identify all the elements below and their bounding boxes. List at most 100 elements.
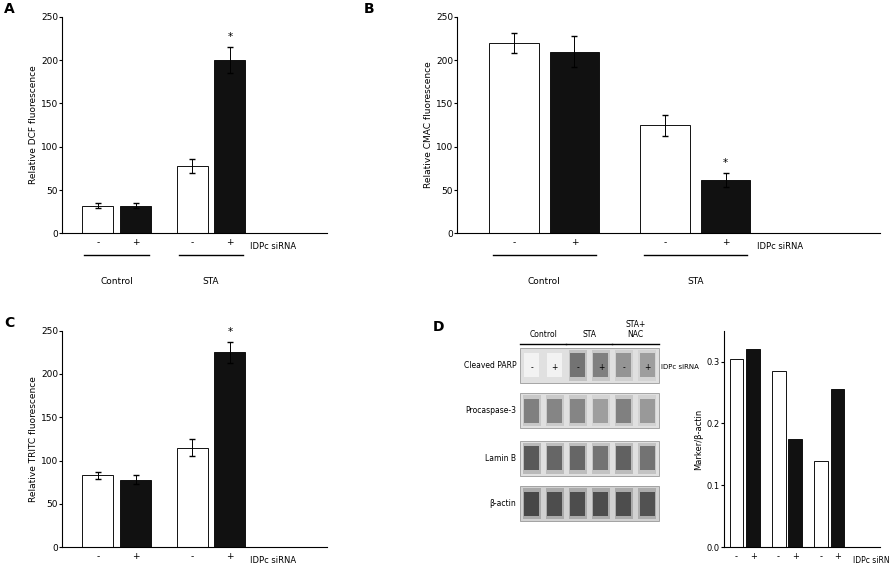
Bar <box>830 389 845 547</box>
Text: Lamin B: Lamin B <box>485 454 517 463</box>
Text: Control: Control <box>528 276 561 285</box>
Bar <box>546 443 564 474</box>
Bar <box>616 399 631 423</box>
Bar <box>639 353 654 377</box>
Bar <box>571 492 585 516</box>
Y-axis label: Marker/β-actin: Marker/β-actin <box>694 408 703 469</box>
Text: IDPc siRNA: IDPc siRNA <box>250 556 296 564</box>
Bar <box>616 446 631 470</box>
Bar <box>594 353 608 377</box>
Bar <box>639 446 654 470</box>
Bar <box>616 492 631 516</box>
Bar <box>615 350 633 381</box>
Bar <box>571 399 585 423</box>
Bar <box>594 446 608 470</box>
Bar <box>639 353 654 377</box>
Bar <box>616 446 631 470</box>
Bar <box>639 399 654 423</box>
Bar <box>594 492 608 516</box>
Bar <box>571 446 585 470</box>
Bar <box>525 446 540 470</box>
Bar <box>546 488 564 519</box>
Bar <box>594 446 608 470</box>
Bar <box>520 487 659 521</box>
Bar <box>548 492 563 516</box>
Text: STA: STA <box>687 276 703 285</box>
Text: *: * <box>228 327 233 337</box>
Bar <box>177 166 208 233</box>
Bar <box>701 180 750 233</box>
Bar <box>638 443 656 474</box>
Bar <box>592 350 610 381</box>
Text: Cleaved PARP: Cleaved PARP <box>463 361 517 370</box>
Bar <box>523 443 541 474</box>
Bar <box>82 475 113 547</box>
Bar <box>569 488 587 519</box>
Bar <box>548 353 563 377</box>
Text: IDPc siRNA: IDPc siRNA <box>853 556 889 564</box>
Bar <box>592 443 610 474</box>
Bar <box>747 349 760 547</box>
Bar <box>120 206 151 233</box>
Bar <box>489 43 539 233</box>
Text: C: C <box>4 315 14 329</box>
Bar <box>525 399 540 423</box>
Text: +: + <box>597 363 605 372</box>
Bar <box>520 394 659 428</box>
Bar <box>639 492 654 516</box>
Bar <box>571 353 585 377</box>
Bar <box>616 353 631 377</box>
Bar <box>594 492 608 516</box>
Text: -: - <box>576 363 580 372</box>
Text: +: + <box>552 363 558 372</box>
Bar <box>639 492 654 516</box>
Bar <box>548 399 563 423</box>
Text: IDPc siRNA: IDPc siRNA <box>250 242 296 251</box>
Bar <box>772 371 786 547</box>
Bar <box>638 488 656 519</box>
Bar <box>813 461 828 547</box>
Bar <box>571 492 585 516</box>
Text: β-actin: β-actin <box>490 499 517 508</box>
Bar <box>571 399 585 423</box>
Bar <box>592 395 610 426</box>
Bar <box>549 51 599 233</box>
Text: *: * <box>228 32 233 42</box>
Bar <box>525 492 540 516</box>
Y-axis label: Relative TRITC fluorescence: Relative TRITC fluorescence <box>29 376 38 502</box>
Bar <box>548 446 563 470</box>
Y-axis label: Relative CMAC fluorescence: Relative CMAC fluorescence <box>424 61 433 188</box>
Text: -: - <box>531 363 533 372</box>
Bar <box>525 446 540 470</box>
Text: IDPc siRNA: IDPc siRNA <box>757 242 804 251</box>
Bar <box>523 395 541 426</box>
Bar <box>571 353 585 377</box>
Text: Control: Control <box>100 276 133 285</box>
Bar <box>548 492 563 516</box>
Bar <box>548 446 563 470</box>
Bar <box>177 448 208 547</box>
Text: A: A <box>4 2 15 16</box>
Bar <box>730 359 743 547</box>
Bar <box>638 395 656 426</box>
Text: STA: STA <box>582 331 597 340</box>
Bar <box>569 443 587 474</box>
Text: -: - <box>622 363 625 372</box>
Bar <box>594 399 608 423</box>
Text: *: * <box>723 157 728 168</box>
Bar <box>520 441 659 475</box>
Bar <box>638 350 656 381</box>
Bar <box>525 399 540 423</box>
Bar <box>616 353 631 377</box>
Bar <box>594 353 608 377</box>
Bar <box>615 395 633 426</box>
Text: STA: STA <box>203 276 220 285</box>
Bar <box>571 446 585 470</box>
Bar <box>616 399 631 423</box>
Bar <box>520 348 659 382</box>
Bar <box>523 488 541 519</box>
Bar <box>789 439 803 547</box>
Text: +: + <box>644 363 650 372</box>
Bar <box>214 352 245 547</box>
Bar <box>639 399 654 423</box>
